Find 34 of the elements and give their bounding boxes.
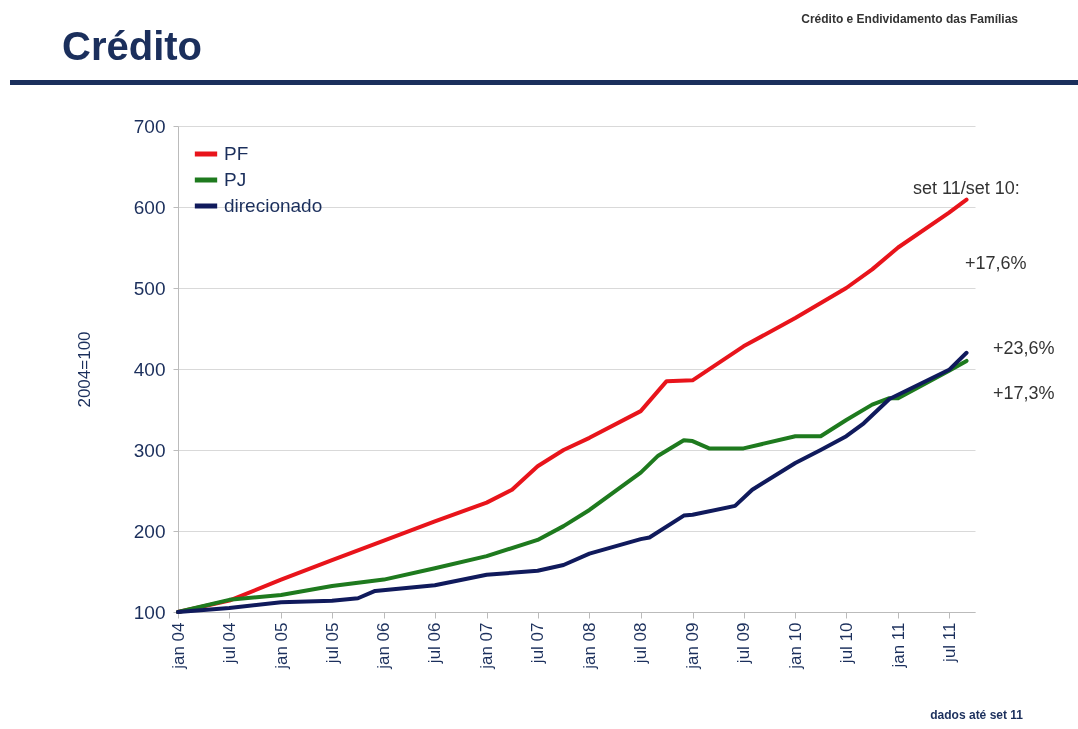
x-tick-label: jul 10 bbox=[836, 622, 856, 665]
x-tick-label: jul 08 bbox=[631, 622, 651, 665]
y-tick-label: 400 bbox=[133, 358, 166, 380]
y-axis-title: 2004=100 bbox=[74, 331, 94, 408]
y-tick-label: 200 bbox=[133, 520, 166, 542]
text: dados até set 11 bbox=[930, 708, 1023, 722]
x-tick-label: jan 09 bbox=[683, 622, 703, 670]
chart-subtitle: Crédito e Endividamento das Famílias bbox=[801, 12, 1018, 26]
y-tick-label: 500 bbox=[133, 277, 166, 299]
y-tick-label: 600 bbox=[133, 196, 166, 218]
x-tick-label: jul 07 bbox=[528, 622, 548, 665]
x-tick-label: jan 10 bbox=[785, 622, 805, 670]
annotation: +17,6% bbox=[965, 253, 1027, 274]
x-tick-label: jul 04 bbox=[219, 622, 239, 665]
x-tick-label: jul 05 bbox=[322, 622, 342, 665]
y-tick-label: 700 bbox=[133, 115, 166, 137]
legend-label: PJ bbox=[224, 169, 247, 190]
x-tick-label: jul 09 bbox=[734, 622, 753, 665]
x-tick-label: jul 11 bbox=[939, 622, 959, 663]
annotation: set 11/set 10: bbox=[913, 178, 1020, 199]
text: +23,6% bbox=[993, 338, 1055, 359]
text: +17,3% bbox=[993, 383, 1055, 404]
x-tick-label: jan 07 bbox=[477, 622, 497, 670]
legend-label: PF bbox=[224, 143, 249, 164]
x-tick-label: jan 05 bbox=[271, 622, 291, 670]
x-tick-label: jul 06 bbox=[425, 622, 445, 665]
x-tick-label: jan 06 bbox=[374, 622, 394, 670]
y-tick-label: 100 bbox=[133, 601, 166, 623]
chart-title: Crédito bbox=[62, 24, 202, 69]
x-tick-label: jan 08 bbox=[579, 622, 599, 670]
y-tick-label: 300 bbox=[133, 439, 166, 461]
legend-label: direcionado bbox=[224, 195, 323, 216]
x-tick-label: jan 04 bbox=[168, 622, 188, 670]
x-tick-label: jan 11 bbox=[888, 622, 908, 669]
